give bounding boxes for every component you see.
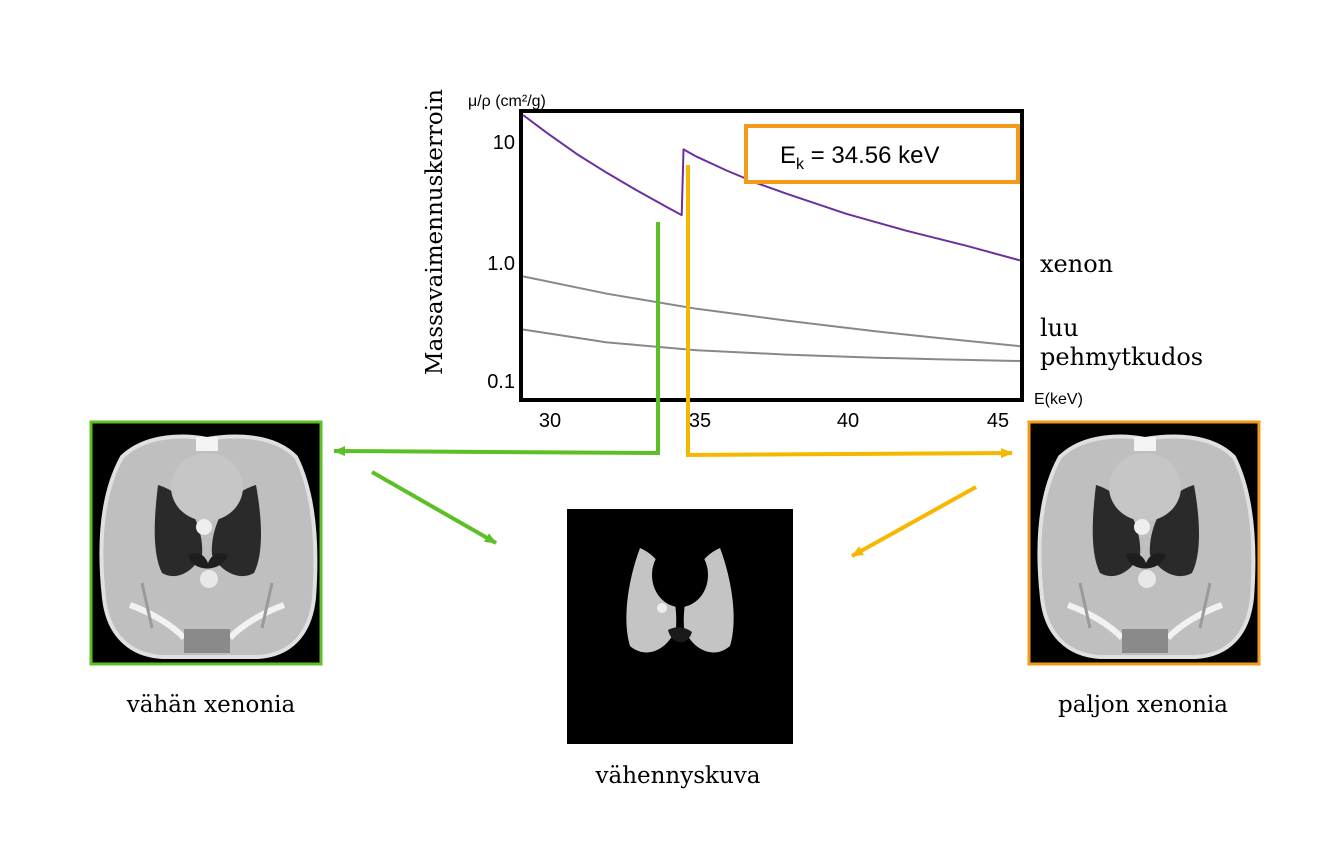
plot-frame [519, 109, 1024, 402]
series-label-pehmytkudos: pehmytkudos [1040, 343, 1203, 371]
subtraction-image [567, 509, 793, 744]
low-energy-line [333, 222, 660, 457]
x-tick-40: 40 [837, 410, 859, 432]
high-xenon-ct-image [1029, 422, 1260, 664]
y-tick-1: 1.0 [487, 253, 515, 275]
x-tick-45: 45 [987, 410, 1009, 432]
k-edge-label: Ek = 34.56 keV [780, 142, 939, 173]
y-tick-10: 10 [493, 132, 515, 154]
subtraction-caption: vähennyskuva [594, 763, 760, 789]
low-xenon-caption: vähän xenonia [126, 692, 296, 718]
y-unit-label: μ/ρ (cm²/g) [468, 93, 546, 110]
low-xenon-ct-image [91, 422, 322, 664]
arrow-low-to-diff [371, 470, 497, 545]
series-line-xenon [522, 114, 1021, 262]
series-label-luu: luu [1040, 314, 1079, 342]
x-unit-label: E(keV) [1034, 391, 1083, 408]
series-line-luu [522, 275, 1021, 348]
high-energy-line [686, 165, 1013, 459]
x-tick-30: 30 [539, 410, 561, 432]
x-tick-35: 35 [689, 410, 711, 432]
k-edge-box [744, 124, 1020, 184]
series-line-pehmytkudos [522, 328, 1021, 362]
arrow-high-to-diff [851, 485, 977, 558]
y-tick-0-1: 0.1 [487, 371, 515, 393]
series-label-xenon: xenon [1040, 250, 1113, 278]
high-xenon-caption: paljon xenonia [1058, 692, 1228, 718]
y-axis-title: Massavaimennuskerroin [422, 89, 448, 375]
